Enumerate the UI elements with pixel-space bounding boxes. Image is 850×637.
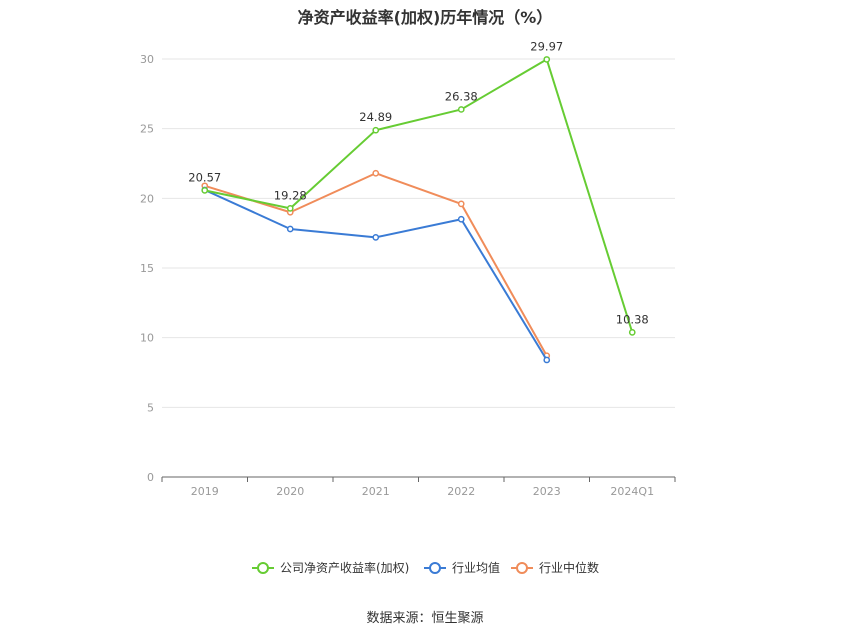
legend-marker: [516, 562, 528, 574]
legend-label: 公司净资产收益率(加权): [280, 560, 409, 575]
data-point: [372, 233, 380, 241]
x-tick-label: 2024Q1: [610, 485, 654, 498]
y-tick-label: 20: [140, 192, 154, 205]
axis-layer: 0 5 10 15 20 25 30 2019 2020 2021 2022 2023 2024Q1: [140, 53, 676, 498]
data-source-note: 数据来源：恒生聚源: [366, 611, 484, 626]
x-tick-label: 2019: [191, 485, 219, 498]
data-point: [457, 200, 465, 208]
data-point: [543, 56, 551, 63]
legend-label: 行业均值: [452, 560, 500, 575]
data-point: [286, 225, 294, 233]
data-point: [457, 215, 465, 223]
x-tick-label: 2020: [276, 485, 304, 498]
legend: 公司净资产收益率(加权) 行业均值 行业中位数: [252, 560, 599, 575]
series-line: [204, 189, 548, 361]
y-tick-label: 15: [140, 262, 154, 275]
x-tick-label: 2021: [362, 485, 390, 498]
y-tick-label: 30: [140, 53, 154, 66]
data-point: [543, 356, 551, 364]
y-tick-label: 25: [140, 123, 154, 136]
data-point: [372, 126, 380, 134]
y-tick-label: 5: [147, 401, 154, 414]
legend-label: 行业中位数: [539, 560, 599, 575]
data-point: [286, 205, 294, 212]
data-label: 24.89: [359, 110, 392, 124]
data-point: [372, 169, 380, 177]
x-tick-label: 2023: [533, 485, 561, 498]
series-layer: [201, 56, 636, 364]
data-label: 26.38: [445, 89, 478, 103]
legend-marker: [257, 562, 269, 574]
x-tick-label: 2022: [447, 485, 475, 498]
data-point: [457, 106, 465, 113]
data-label: 10.38: [616, 312, 649, 326]
grid-layer: [162, 58, 675, 408]
data-label: 29.97: [530, 39, 563, 53]
chart-title: 净资产收益率(加权)历年情况（%）: [297, 8, 553, 27]
data-point: [628, 329, 636, 336]
data-label: 19.28: [274, 188, 307, 202]
legend-marker: [429, 562, 441, 574]
y-tick-label: 0: [147, 471, 154, 484]
data-label-layer: 20.57 19.28 24.89 26.38 29.97 10.38: [188, 39, 648, 326]
series-line: [204, 58, 634, 333]
y-tick-label: 10: [140, 332, 154, 345]
data-label: 20.57: [188, 170, 221, 184]
data-point: [201, 187, 209, 194]
